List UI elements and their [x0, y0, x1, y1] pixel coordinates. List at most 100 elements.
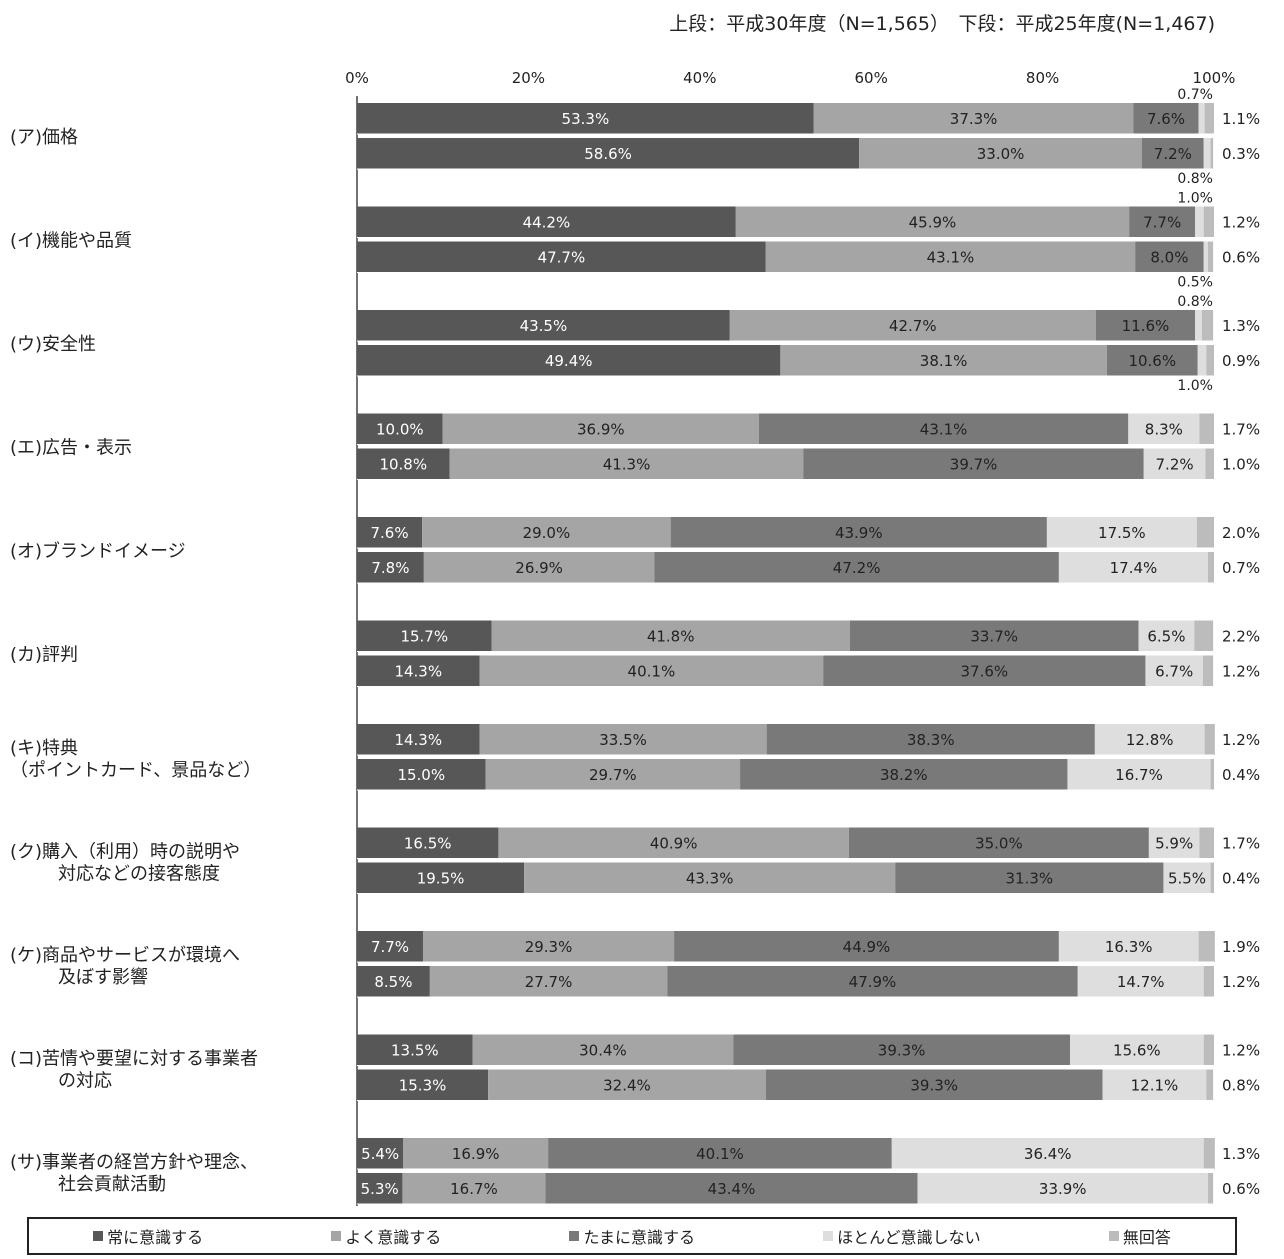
category-label: (サ)事業者の経営方針や理念、: [10, 1151, 258, 1173]
data-label: 35.0%: [975, 835, 1023, 853]
data-label: 38.1%: [920, 352, 968, 370]
data-label: 16.7%: [450, 1180, 498, 1198]
data-label: 14.3%: [394, 731, 442, 749]
legend-label: ほとんど意識しない: [837, 1224, 981, 1248]
data-label: 43.1%: [927, 249, 975, 267]
data-label: 6.7%: [1155, 663, 1193, 681]
data-label: 1.2%: [1222, 1042, 1260, 1060]
data-label: 1.7%: [1222, 835, 1260, 853]
data-label: 15.0%: [397, 766, 445, 784]
data-label: 39.3%: [910, 1077, 958, 1095]
data-label: 0.9%: [1222, 352, 1260, 370]
data-label: 19.5%: [417, 870, 465, 888]
category-label: （ポイントカード、景品など）: [10, 760, 261, 781]
bar-segment: [1205, 449, 1214, 480]
bar-segment: [1204, 1138, 1215, 1169]
data-label: 1.2%: [1222, 731, 1260, 749]
data-label: 49.4%: [545, 352, 593, 370]
data-label: 1.0%: [1177, 378, 1213, 394]
legend-swatch: [569, 1231, 579, 1241]
bar-segment: [1205, 103, 1214, 134]
data-label: 1.3%: [1222, 1145, 1260, 1163]
bar-segment: [1203, 656, 1213, 687]
data-label: 31.3%: [1005, 870, 1053, 888]
data-label: 5.9%: [1155, 835, 1193, 853]
legend-item: 無回答: [1109, 1224, 1171, 1248]
data-label: 47.2%: [833, 559, 881, 577]
category-label: (エ)広告・表示: [10, 438, 132, 459]
data-label: 33.9%: [1039, 1180, 1087, 1198]
data-label: 16.3%: [1105, 938, 1153, 956]
legend-item: 常に意識する: [93, 1224, 203, 1248]
bar-segment: [1211, 863, 1214, 894]
category-label: 対応などの接客態度: [58, 864, 220, 885]
data-label: 17.4%: [1110, 559, 1158, 577]
data-label: 0.7%: [1177, 87, 1213, 103]
data-label: 43.9%: [835, 524, 883, 542]
category-label: (ケ)商品やサービスが環境へ: [10, 945, 240, 966]
bar-segment: [1204, 242, 1208, 273]
bar-segment: [1194, 621, 1213, 652]
data-label: 53.3%: [562, 110, 610, 128]
legend-item: ほとんど意識しない: [823, 1224, 981, 1248]
data-label: 15.6%: [1113, 1042, 1161, 1060]
x-tick-label: 40%: [683, 69, 716, 87]
data-label: 0.8%: [1222, 1077, 1260, 1095]
data-label: 11.6%: [1122, 317, 1170, 335]
data-label: 41.3%: [603, 456, 651, 474]
data-label: 43.5%: [520, 317, 568, 335]
bar-segment: [1208, 242, 1213, 273]
category-label: (ア)価格: [10, 127, 78, 148]
data-label: 33.0%: [977, 145, 1025, 163]
data-label: 38.2%: [880, 766, 928, 784]
category-label: (オ)ブランドイメージ: [10, 540, 186, 562]
data-label: 29.7%: [589, 766, 637, 784]
data-label: 12.8%: [1126, 731, 1174, 749]
data-label: 0.7%: [1222, 559, 1260, 577]
data-label: 17.5%: [1098, 524, 1146, 542]
data-label: 14.3%: [394, 663, 442, 681]
bar-segment: [1199, 103, 1205, 134]
data-label: 8.0%: [1150, 249, 1188, 267]
x-tick-label: 0%: [345, 69, 369, 87]
data-label: 15.7%: [400, 628, 448, 646]
chart-title: 上段：平成30年度（N=1,565） 下段：平成25年度(N=1,467): [669, 13, 1215, 35]
data-label: 33.5%: [599, 731, 647, 749]
data-label: 10.8%: [379, 456, 427, 474]
data-label: 40.1%: [696, 1145, 744, 1163]
data-label: 30.4%: [579, 1042, 627, 1060]
data-label: 16.9%: [452, 1145, 500, 1163]
data-label: 14.7%: [1117, 973, 1165, 991]
data-label: 13.5%: [391, 1042, 439, 1060]
data-label: 39.7%: [950, 456, 998, 474]
bar-segment: [1199, 828, 1214, 859]
data-label: 29.3%: [525, 938, 573, 956]
bar-segment: [1199, 414, 1214, 445]
category-label: (ウ)安全性: [10, 334, 96, 355]
data-label: 41.8%: [647, 628, 695, 646]
data-label: 37.6%: [960, 663, 1008, 681]
legend-label: たまに意識する: [583, 1224, 695, 1248]
category-label: の対応: [58, 1071, 112, 1092]
data-label: 0.4%: [1222, 766, 1260, 784]
data-label: 5.3%: [361, 1180, 399, 1198]
data-label: 1.2%: [1222, 214, 1260, 232]
data-label: 2.2%: [1222, 628, 1260, 646]
data-label: 5.4%: [361, 1145, 399, 1163]
bar-segment: [1197, 517, 1214, 548]
data-label: 6.5%: [1147, 628, 1185, 646]
data-label: 0.6%: [1222, 249, 1260, 267]
legend-swatch: [331, 1231, 341, 1241]
bar-segment: [1208, 1173, 1213, 1204]
bar-segment: [1206, 345, 1214, 376]
data-label: 10.0%: [376, 421, 424, 439]
data-label: 44.2%: [523, 214, 571, 232]
data-label: 0.5%: [1177, 275, 1213, 291]
data-label: 7.7%: [1143, 214, 1181, 232]
data-label: 7.6%: [1147, 110, 1185, 128]
bar-segment: [1202, 310, 1213, 341]
data-label: 1.0%: [1177, 191, 1213, 207]
data-label: 44.9%: [843, 938, 891, 956]
bar-segment: [1199, 931, 1215, 962]
bar-segment: [1195, 310, 1202, 341]
